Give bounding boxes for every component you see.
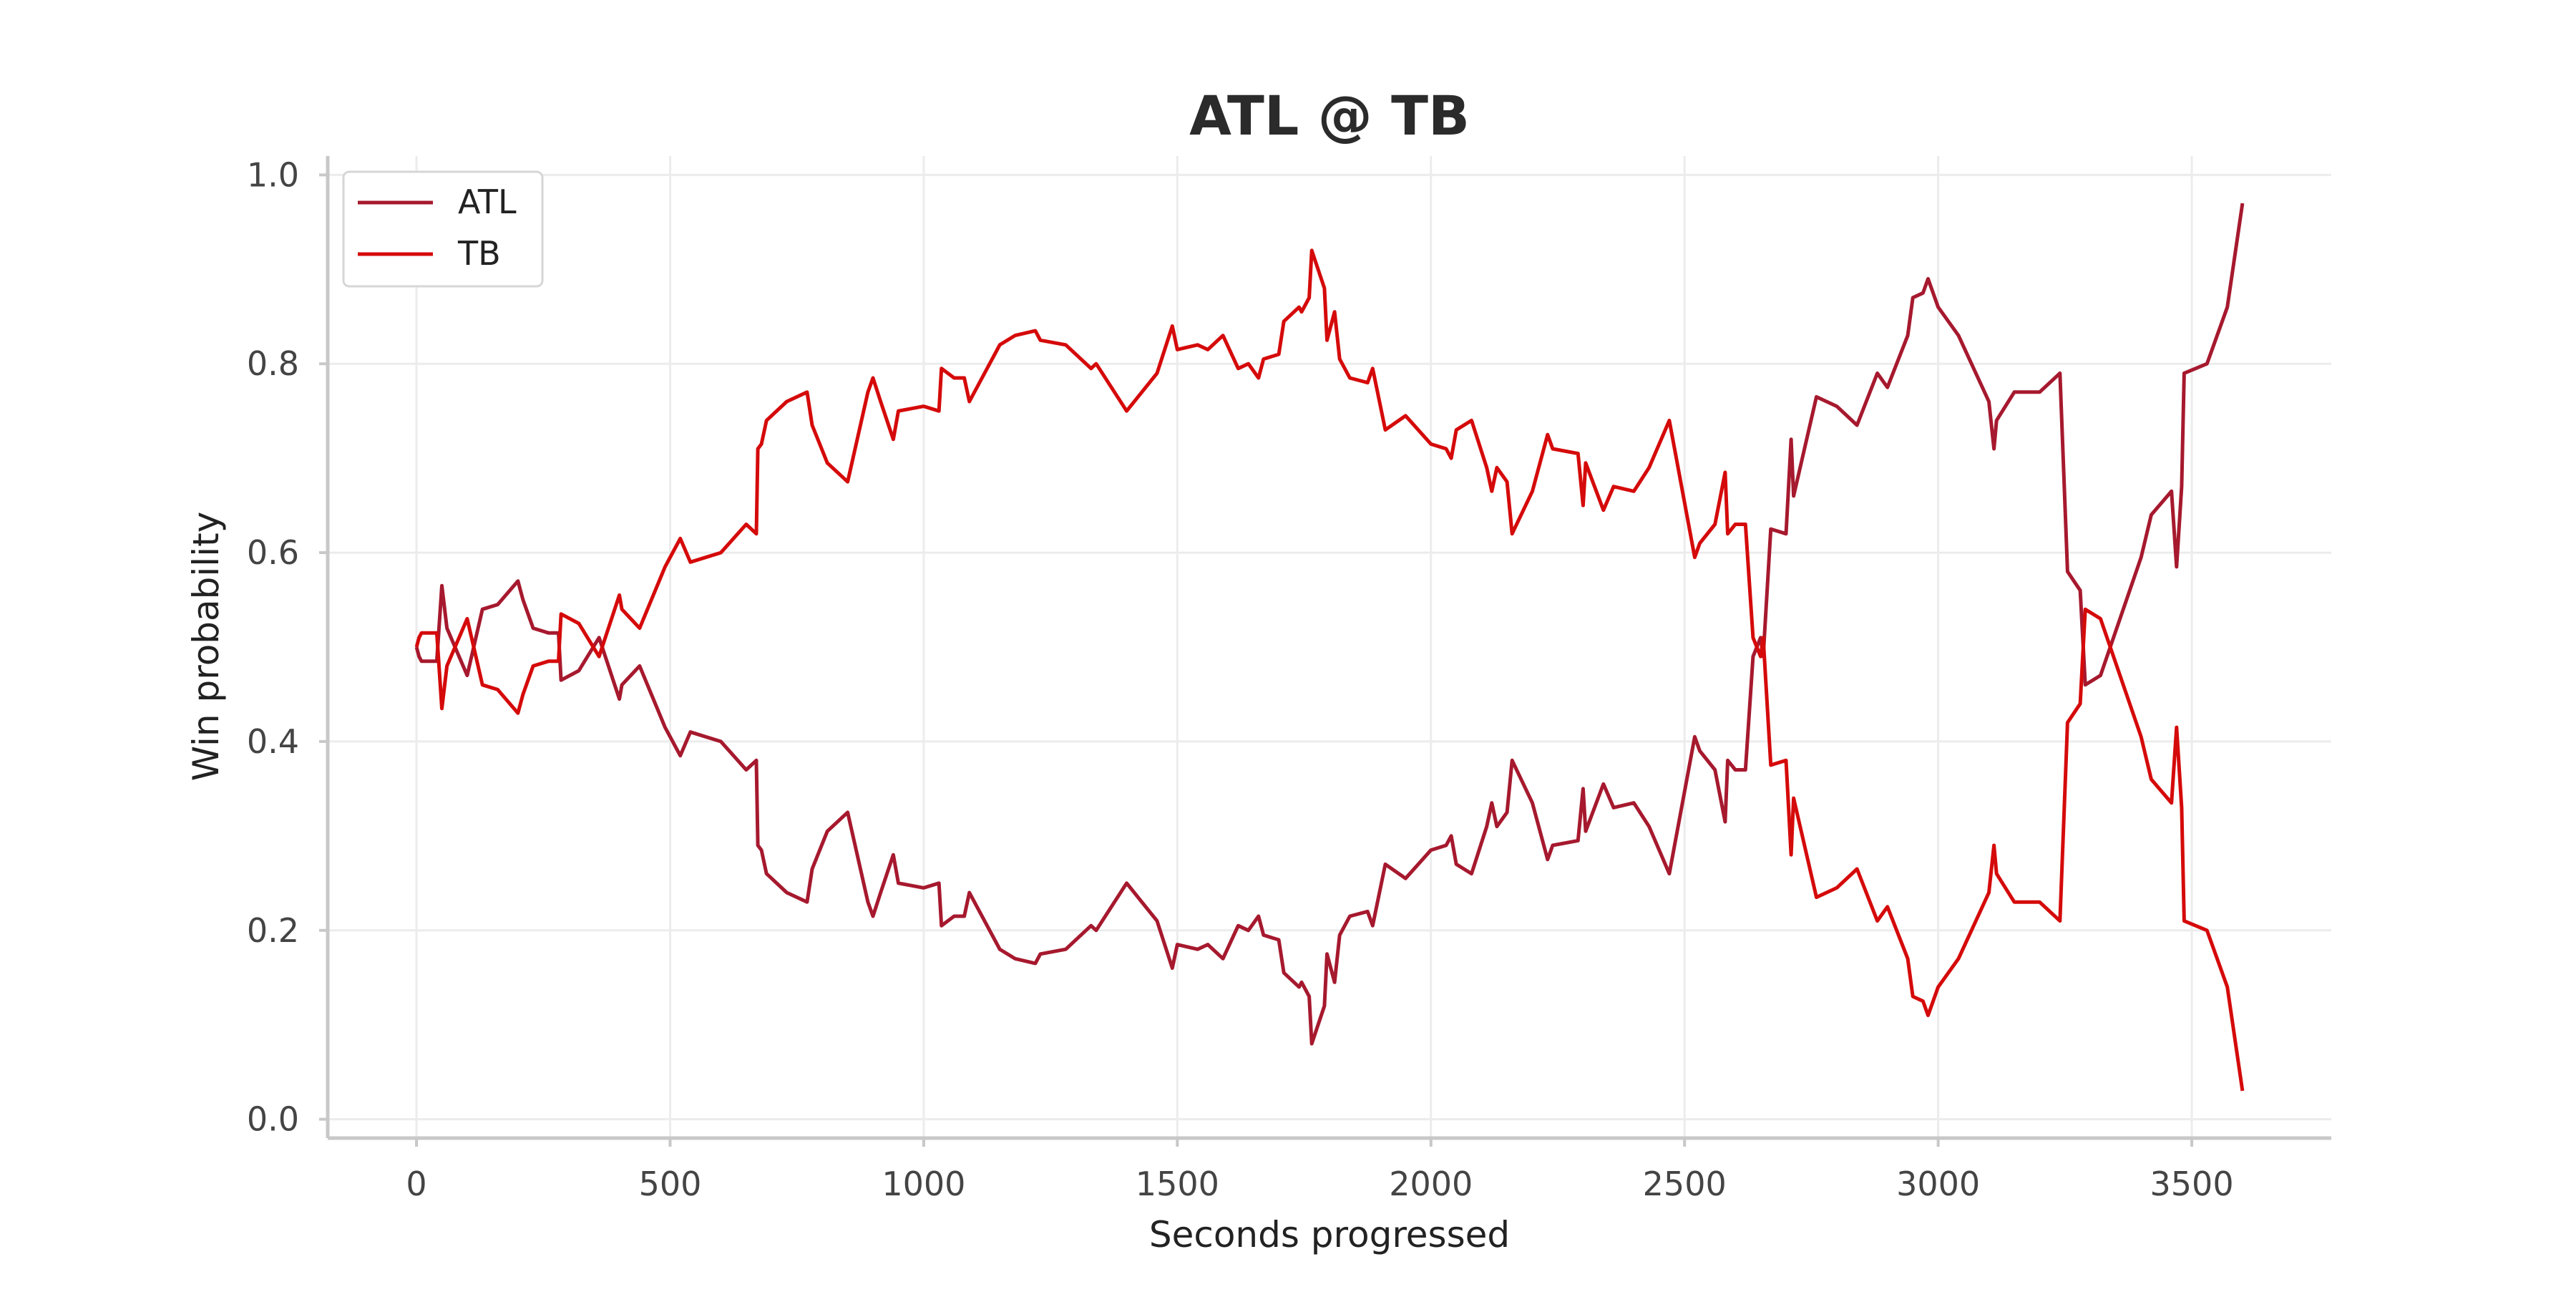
legend-label-atl: ATL (458, 183, 517, 221)
series-lines (414, 203, 2245, 1092)
y-axis-label: Win probability (185, 512, 227, 782)
x-tick-label: 3000 (1896, 1165, 1980, 1203)
x-tick-label: 0 (406, 1165, 426, 1203)
y-tick-label: 0.0 (247, 1100, 299, 1139)
x-tick-label: 2000 (1389, 1165, 1473, 1203)
x-tick-label: 3500 (2150, 1165, 2234, 1203)
legend: ATL TB (342, 170, 544, 288)
legend-label-tb: TB (457, 234, 501, 273)
y-tick-label: 0.6 (247, 533, 299, 572)
chart-title: ATL @ TB (1189, 84, 1470, 147)
x-tick-label: 2500 (1643, 1165, 1727, 1203)
series-line-tb (414, 248, 2245, 1092)
y-tick-label: 1.0 (247, 155, 299, 194)
axes: 0 500 1000 1500 2000 2500 3000 3500 0.0 0.2 0.4 0.6… (247, 155, 2331, 1203)
x-tick-label: 1500 (1136, 1165, 1219, 1203)
gridlines (328, 156, 2331, 1138)
legend-box (342, 170, 544, 288)
series-line-atl (414, 203, 2245, 1046)
y-tick-label: 0.2 (247, 911, 299, 950)
x-axis-label: Seconds progressed (1149, 1214, 1510, 1255)
y-tick-label: 0.4 (247, 722, 299, 761)
x-tick-label: 500 (639, 1165, 702, 1203)
y-tick-label: 0.8 (247, 344, 299, 383)
x-tick-label: 1000 (882, 1165, 965, 1203)
